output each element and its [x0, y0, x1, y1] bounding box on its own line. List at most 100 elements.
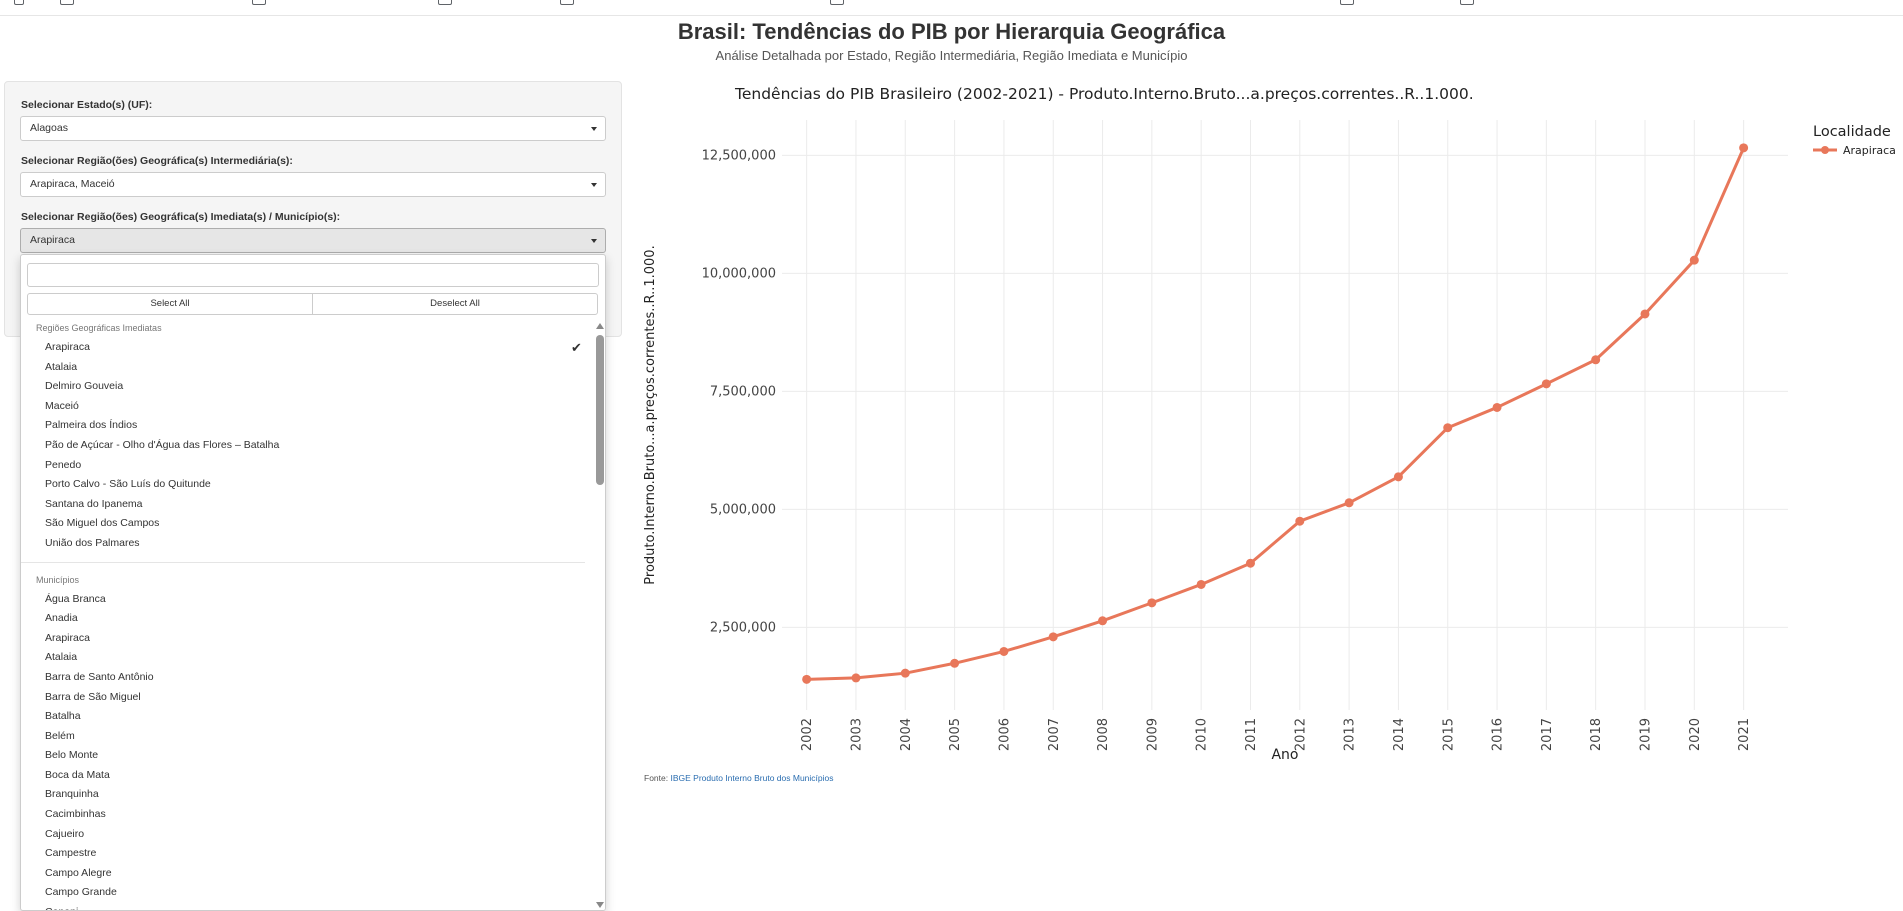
x-tick-label: 2005: [948, 718, 963, 751]
gdp-line-chart: 2,500,000 5,000,000 7,500,000 10,000,000 12,…: [643, 85, 1896, 760]
x-tick-label: 2017: [1540, 718, 1555, 751]
legend-title: Localidade: [1813, 124, 1891, 140]
x-tick-label: 2020: [1688, 718, 1703, 751]
dropdown-option[interactable]: Penedo: [21, 456, 593, 476]
y-tick-label: 12,500,000: [702, 148, 776, 163]
x-tick-label: 2014: [1392, 718, 1407, 751]
dropdown-option[interactable]: Arapiraca: [21, 629, 593, 649]
scroll-up-arrow-icon[interactable]: [596, 323, 604, 329]
data-point: [999, 646, 1009, 656]
dropdown-option[interactable]: União dos Palmares: [21, 534, 593, 554]
caret-down-icon: [591, 239, 597, 243]
dropdown-option[interactable]: Anadia: [21, 609, 593, 629]
dropdown-option-label: Atalaia: [45, 651, 78, 664]
dropdown-option-label: Atalaia: [45, 360, 78, 373]
dropdown-option[interactable]: Atalaia: [21, 648, 593, 668]
caret-down-icon: [591, 127, 597, 131]
dropdown-option-label: Batalha: [45, 710, 81, 723]
dropdown-option-label: Belém: [45, 729, 75, 742]
dropdown-option[interactable]: Barra de São Miguel: [21, 688, 593, 708]
data-point: [1591, 355, 1601, 365]
dropdown-option-label: Maceió: [45, 399, 79, 412]
dropdown-option-label: União dos Palmares: [45, 536, 140, 549]
dropdown-option-label: Cacimbinhas: [45, 808, 106, 821]
x-tick-label: 2004: [899, 718, 914, 751]
x-tick-label: 2003: [850, 718, 865, 751]
dropdown-option-label: Barra de São Miguel: [45, 690, 141, 703]
source-note: Fonte: IBGE Produto Interno Bruto dos Mu…: [644, 773, 834, 783]
dropdown-actions: Select All Deselect All: [27, 293, 599, 315]
deselect-all-button[interactable]: Deselect All: [312, 293, 598, 315]
source-link[interactable]: IBGE Produto Interno Bruto dos Município…: [670, 773, 834, 783]
bookmark-icon[interactable]: [60, 0, 74, 5]
dropdown-option[interactable]: Boca da Mata: [21, 766, 593, 786]
dropdown-option[interactable]: Campestre: [21, 844, 593, 864]
scroll-down-arrow-icon[interactable]: [596, 902, 604, 908]
data-point: [1640, 309, 1650, 319]
series-line-arapiraca: [806, 147, 1745, 681]
data-point: [1295, 516, 1305, 526]
dropdown-option[interactable]: Barra de Santo Antônio: [21, 668, 593, 688]
imediata-select[interactable]: Arapiraca: [20, 228, 606, 253]
dropdown-option-label: Água Branca: [45, 592, 106, 605]
bookmarks-bar: [0, 0, 1903, 16]
bookmark-icon[interactable]: [830, 0, 844, 5]
data-point: [1196, 579, 1206, 589]
dropdown-option[interactable]: Campo Alegre: [21, 864, 593, 884]
select-all-button[interactable]: Select All: [27, 293, 313, 315]
y-tick-label: 5,000,000: [710, 502, 776, 517]
dropdown-option[interactable]: Palmeira dos Índios: [21, 416, 593, 436]
dropdown-option[interactable]: Arapiraca ✔: [21, 338, 593, 358]
dropdown-scrollbar[interactable]: [593, 319, 605, 910]
y-tick-label: 10,000,000: [702, 266, 776, 281]
data-point: [1245, 558, 1255, 568]
dropdown-option[interactable]: São Miguel dos Campos: [21, 514, 593, 534]
page-title: Brasil: Tendências do PIB por Hierarquia…: [677, 19, 1226, 44]
data-point: [851, 673, 861, 683]
uf-select[interactable]: Alagoas: [20, 116, 606, 141]
dropdown-option[interactable]: Belém: [21, 727, 593, 747]
dropdown-option[interactable]: Belo Monte: [21, 746, 593, 766]
dropdown-group-header: Regiões Geográficas Imediatas: [36, 323, 162, 333]
x-tick-label: 2007: [1047, 718, 1062, 751]
dropdown-option[interactable]: Branquinha: [21, 785, 593, 805]
dropdown-option-label: Cajueiro: [45, 827, 85, 840]
x-tick-label: 2011: [1244, 718, 1259, 751]
dropdown-option-label: Barra de Santo Antônio: [45, 670, 154, 683]
bookmark-icon[interactable]: [252, 0, 266, 5]
dropdown-option-label: Penedo: [45, 458, 82, 471]
bookmark-icon[interactable]: [560, 0, 574, 5]
dropdown-option[interactable]: Cacimbinhas: [21, 805, 593, 825]
dropdown-option[interactable]: Cajueiro: [21, 825, 593, 845]
dropdown-option-label: Campo Alegre: [45, 866, 112, 879]
dropdown-option[interactable]: Delmiro Gouveia: [21, 377, 593, 397]
bookmark-icon[interactable]: [438, 0, 452, 5]
x-tick-label: 2009: [1145, 718, 1160, 751]
data-point: [1689, 255, 1699, 265]
dropdown-option[interactable]: Santana do Ipanema: [21, 495, 593, 515]
bookmark-icon[interactable]: [1460, 0, 1474, 5]
dropdown-option[interactable]: Canapi: [21, 903, 593, 910]
dropdown-option[interactable]: Campo Grande: [21, 883, 593, 903]
bookmark-icon[interactable]: [1340, 0, 1354, 5]
dropdown-search-input[interactable]: [27, 263, 599, 287]
dropdown-option[interactable]: Maceió: [21, 397, 593, 417]
dropdown-option[interactable]: Batalha: [21, 707, 593, 727]
intermediaria-select[interactable]: Arapiraca, Maceió: [20, 172, 606, 197]
data-point: [1492, 402, 1502, 412]
dropdown-option[interactable]: Atalaia: [21, 358, 593, 378]
dropdown-option-label: Palmeira dos Índios: [45, 419, 138, 432]
data-point: [900, 668, 910, 678]
dropdown-option[interactable]: Pão de Açúcar - Olho d'Água das Flores –…: [21, 436, 593, 456]
dropdown-option[interactable]: Água Branca: [21, 590, 593, 610]
uf-select-value: Alagoas: [30, 122, 68, 134]
scrollbar-thumb[interactable]: [596, 335, 604, 485]
y-tick-label: 2,500,000: [710, 620, 776, 635]
dropdown-option[interactable]: Porto Calvo - São Luís do Quitunde: [21, 475, 593, 495]
dropdown-option-label: Boca da Mata: [45, 768, 110, 781]
x-axis-title: Ano: [1271, 747, 1298, 760]
x-tick-label: 2002: [800, 718, 815, 751]
apps-icon[interactable]: [14, 0, 24, 5]
chart-title: Tendências do PIB Brasileiro (2002-2021)…: [734, 85, 1474, 103]
dropdown-option-label: Campo Grande: [45, 886, 117, 899]
